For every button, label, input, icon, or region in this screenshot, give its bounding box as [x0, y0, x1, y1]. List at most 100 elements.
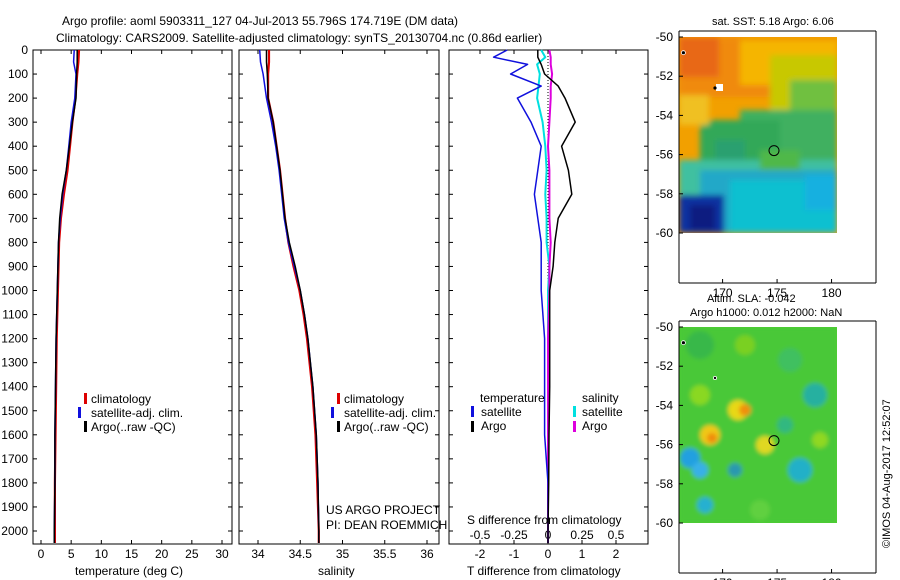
- s-difference-xlabel: S difference from climatology: [467, 513, 622, 527]
- depth-tick-label: 1400: [1, 380, 28, 394]
- temperature-series: [53, 49, 81, 543]
- title-line2: Climatology: CARS2009. Satellite-adjuste…: [56, 31, 542, 45]
- depth-tick-label: 600: [8, 187, 28, 201]
- legend-label-s-satellite: satellite: [582, 405, 623, 419]
- legend-swatch-argo: [337, 421, 340, 432]
- depth-tick-label: 900: [8, 259, 28, 273]
- legend-label-t-argo: Argo: [481, 419, 507, 433]
- x-tick-label-s-difference: 0.25: [570, 528, 594, 542]
- legend-swatch-climatology: [337, 393, 340, 404]
- sla-map-title-line1: Altim. SLA: -0.042: [707, 293, 796, 305]
- x-tick-label-temperature: 0: [38, 547, 45, 561]
- map-x-tick-label: 180: [822, 576, 842, 580]
- temperature-line-argo: [53, 50, 78, 543]
- depth-tick-label: 300: [8, 115, 28, 129]
- depth-tick-label: 1300: [1, 356, 28, 370]
- x-tick-label-t-difference: 2: [613, 547, 620, 561]
- legend-label-argo: Argo(..raw -QC): [344, 420, 429, 434]
- depth-tick-label: 1100: [2, 308, 28, 322]
- legend-swatch-t-satellite: [471, 406, 474, 417]
- x-tick-label-temperature: 15: [125, 547, 139, 561]
- x-tick-label-t-difference: 1: [579, 547, 586, 561]
- argo-float-location: [768, 435, 780, 447]
- x-tick-label-salinity: 34: [251, 547, 265, 561]
- map-y-tick-label: -56: [656, 438, 674, 452]
- map-x-tick-label: 175: [767, 286, 787, 300]
- pi-annotation: PI: DEAN ROEMMICH: [326, 518, 447, 532]
- temperature-panel-frame: [32, 49, 233, 545]
- x-tick-label-temperature: 20: [155, 547, 169, 561]
- depth-tick-label: 2000: [1, 524, 28, 538]
- other-float-marker-box: [716, 84, 723, 91]
- map-y-tick-label: -52: [656, 69, 674, 83]
- map-x-tick-label: 180: [822, 286, 842, 300]
- legend-label-t-satellite: satellite: [481, 405, 522, 419]
- depth-tick-label: 100: [8, 67, 28, 81]
- diff-line-t-argo: [537, 50, 576, 543]
- sla-map-title-line2: Argo h1000: 0.012 h2000: NaN: [690, 307, 842, 319]
- x-tick-label-salinity: 35.5: [373, 547, 397, 561]
- depth-tick-label: 500: [8, 163, 28, 177]
- title-line1: Argo profile: aoml 5903311_127 04-Jul-20…: [62, 14, 458, 28]
- salinity-x-axis: 34 34.5 35 35.5 36: [251, 50, 434, 561]
- legend-label-satellite: satellite-adj. clim.: [344, 406, 436, 420]
- depth-tick-label: 700: [8, 211, 28, 225]
- x-tick-label-s-difference: -0.25: [500, 528, 528, 542]
- difference-series: [492, 49, 576, 543]
- depth-tick-label: 1600: [1, 428, 28, 442]
- map-y-tick-label: -56: [656, 148, 674, 162]
- salinity-xlabel: salinity: [318, 564, 355, 578]
- x-tick-label-temperature: 25: [185, 547, 199, 561]
- other-float-marker: [681, 50, 686, 56]
- depth-tick-label: 400: [8, 139, 28, 153]
- map-y-tick-label: -50: [656, 30, 674, 44]
- depth-tick-label: 1200: [1, 332, 28, 346]
- other-float-marker: [713, 375, 718, 380]
- diff-line-s-argo: [547, 49, 554, 543]
- depth-tick-label: 1900: [1, 500, 28, 514]
- legend-swatch-climatology: [84, 393, 87, 404]
- x-tick-label-salinity: 36: [420, 547, 434, 561]
- legend-swatch-s-argo: [573, 421, 576, 432]
- temperature-xlabel: temperature (deg C): [75, 564, 183, 578]
- legend-label-satellite: satellite-adj. clim.: [91, 406, 183, 420]
- salinity-panel-frame: [238, 49, 440, 545]
- legend-swatch-s-satellite: [573, 406, 576, 417]
- x-tick-label-t-difference: -1: [509, 547, 520, 561]
- sst-map-title: sat. SST: 5.18 Argo: 6.06: [712, 16, 834, 28]
- depth-tick-label: 200: [8, 91, 28, 105]
- depth-tick-label: 800: [8, 235, 28, 249]
- x-tick-label-temperature: 10: [95, 547, 109, 561]
- map-y-tick-label: -54: [656, 108, 674, 122]
- imos-credit: ©IMOS 04-Aug-2017 12:52:07: [881, 399, 893, 548]
- sst-map-axes: -50 -52 -54 -56 -58 -60 170 175 180: [656, 30, 877, 300]
- other-float-marker: [681, 340, 686, 346]
- t-difference-xlabel: T difference from climatology: [467, 564, 621, 578]
- legend-label-s-argo: Argo: [582, 419, 608, 433]
- depth-tick-label: 0: [21, 43, 28, 57]
- depth-tick-label: 1800: [1, 476, 28, 490]
- salinity-legend: climatology satellite-adj. clim. Argo(..…: [331, 392, 436, 434]
- map-x-tick-label: 170: [713, 576, 733, 580]
- x-tick-label-salinity: 34.5: [289, 547, 313, 561]
- map-x-tick-label: 175: [767, 576, 787, 580]
- salinity-line-argo: [265, 50, 320, 543]
- map-y-tick-label: -60: [656, 226, 674, 240]
- depth-tick-label: 1500: [1, 404, 28, 418]
- x-tick-label-salinity: 35: [336, 547, 350, 561]
- legend-swatch-t-argo: [471, 421, 474, 432]
- project-annotation: US ARGO PROJECT: [326, 503, 441, 517]
- other-float-marker: [713, 86, 717, 90]
- map-y-tick-label: -58: [656, 187, 674, 201]
- sst-heatmap: [679, 37, 837, 233]
- legend-title-salinity: salinity: [582, 391, 619, 405]
- legend-label-climatology: climatology: [91, 392, 151, 406]
- map-x-tick-label: 170: [713, 286, 733, 300]
- map-y-tick-label: -50: [656, 320, 674, 334]
- legend-swatch-satellite: [78, 407, 81, 418]
- x-tick-label-temperature: 30: [215, 547, 229, 561]
- difference-legend: temperature salinity satellite Argo sate…: [471, 391, 623, 433]
- temperature-x-axis: 0 5 10 15 20 25 30: [38, 50, 229, 561]
- diff-line-t-satellite: [492, 49, 549, 543]
